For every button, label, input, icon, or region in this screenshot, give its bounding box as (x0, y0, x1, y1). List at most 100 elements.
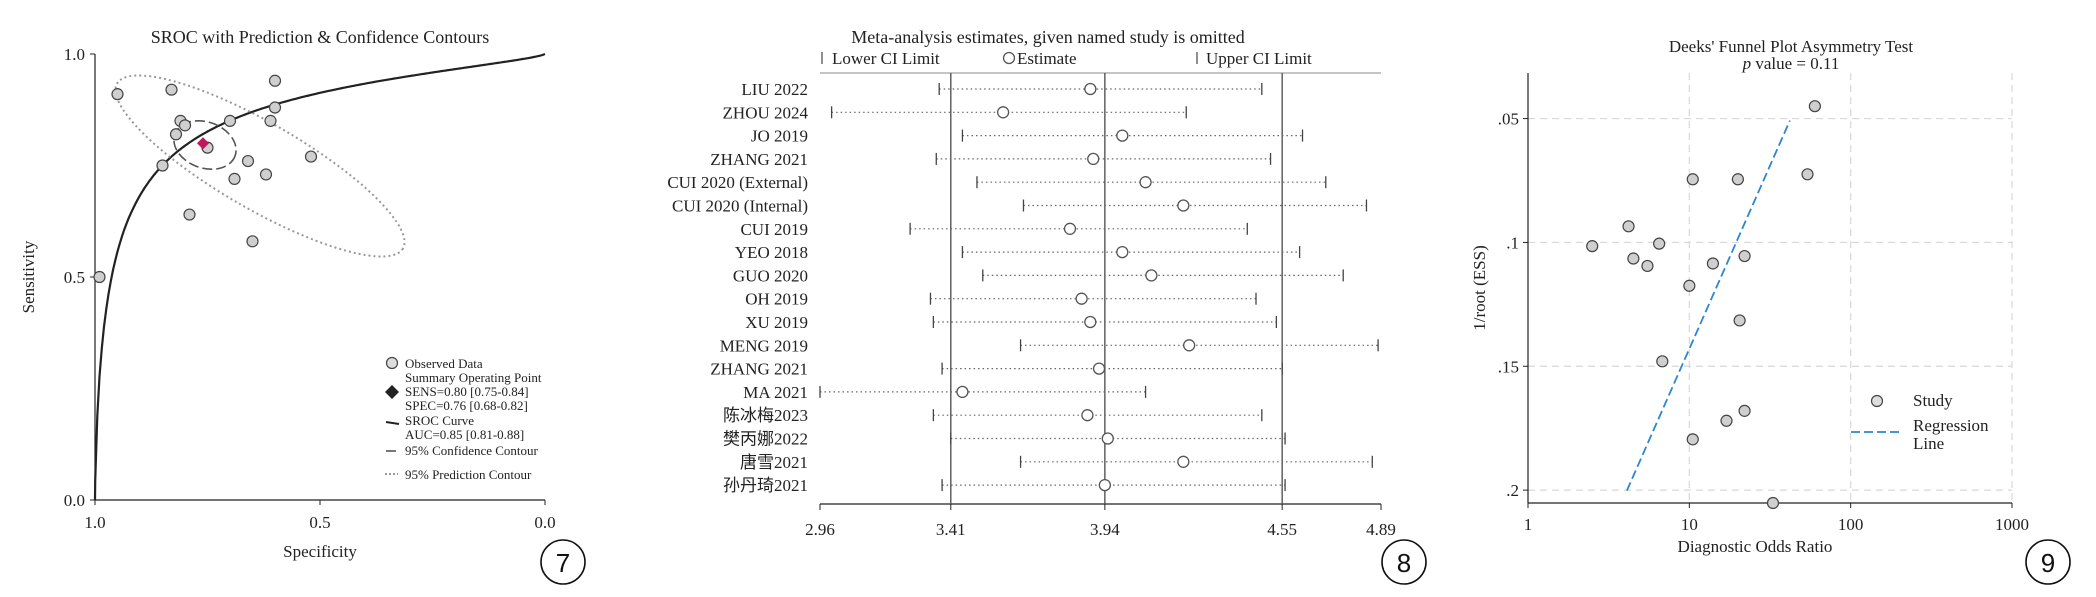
study-point (1683, 279, 1696, 292)
deeks-subtitle-p: p (1742, 54, 1752, 73)
observed-data-point (111, 88, 124, 101)
study-estimate (1098, 478, 1112, 492)
observed-data-point (259, 168, 273, 181)
observed-data-point (93, 270, 106, 284)
summary-operating-point (197, 137, 209, 150)
study-label: CUI 2020 (Internal) (672, 197, 808, 216)
study-label: LIU 2022 (741, 80, 808, 99)
badge-7: 7 (556, 548, 570, 578)
observed-data-point (268, 74, 282, 87)
forest-ticks: 2.96 3.41 3.94 4.55 4.89 (805, 504, 1396, 539)
legend-summary-marker (385, 385, 399, 399)
deeks-subtitle: p value = 0.11 (1742, 54, 1840, 73)
observed-data-point (165, 83, 178, 96)
legend-study-marker (1870, 394, 1884, 408)
study-point (1766, 496, 1780, 510)
badge-circle-9 (2025, 539, 2071, 585)
study-point (1731, 173, 1744, 186)
study-point (1656, 355, 1669, 368)
study-point (1686, 433, 1699, 446)
deeks-x-tick-label: 100 (1838, 515, 1864, 534)
study-estimate (1101, 432, 1114, 445)
sroc-curve (93, 52, 546, 501)
study-estimate (1116, 129, 1129, 142)
legend-spec-label: SPEC=0.76 [0.68-0.82] (405, 398, 528, 413)
sroc-x-tick-label: 0.5 (309, 513, 330, 532)
study-point (1641, 259, 1654, 273)
study-estimate (1084, 315, 1097, 329)
forest-legend: Lower CI Limit Estimate Upper CI Limit (821, 49, 1312, 68)
sroc-y-tick-label: 1.0 (64, 45, 85, 64)
forest-title: Meta-analysis estimates, given named stu… (851, 27, 1244, 47)
forest-x-tick-label: 3.94 (1090, 520, 1120, 539)
study-label: MENG 2019 (720, 336, 808, 355)
study-label: ZHANG 2021 (710, 150, 808, 169)
study-estimate (996, 106, 1010, 119)
observed-data-point (223, 114, 237, 128)
observed-data-point (156, 159, 169, 172)
deeks-panel: Deeks' Funnel Plot Asymmetry Test p valu… (1470, 37, 2071, 585)
study-label: MA 2021 (743, 383, 808, 402)
deeks-legend: Study Regression Line (1851, 391, 1989, 453)
sroc-y-label: Sensitivity (19, 240, 38, 313)
deeks-x-label: Diagnostic Odds Ratio (1678, 537, 1833, 556)
badge-circle-7 (540, 539, 586, 585)
deeks-x-tick-label: 10 (1681, 515, 1698, 534)
study-estimate (1139, 176, 1152, 189)
study-label: 樊丙娜2022 (723, 430, 808, 449)
deeks-points (1586, 100, 1821, 510)
regression-line (1626, 120, 1791, 491)
prediction-contour (114, 74, 406, 258)
deeks-ticks: 1 10 100 1000 .05 .1 .15 .2 (1498, 110, 2029, 534)
deeks-y-tick-label: .2 (1506, 481, 1519, 500)
legend-study-label: Study (1913, 391, 1953, 410)
study-estimate (956, 385, 969, 399)
study-label: ZHANG 2021 (710, 360, 808, 379)
legend-estimate-label: Estimate (1017, 49, 1076, 68)
study-estimate (1075, 292, 1088, 305)
legend-estimate-marker (1002, 51, 1016, 65)
study-point (1720, 414, 1733, 427)
study-estimate (1183, 339, 1196, 352)
legend-conf-label: 95% Confidence Contour (405, 443, 539, 458)
legend-regression-line-text: Line (1913, 434, 1944, 453)
study-point (1733, 314, 1746, 327)
forest-x-tick-label: 2.96 (805, 520, 835, 539)
sroc-x-tick-label: 1.0 (84, 513, 105, 532)
sroc-title: SROC with Prediction & Confidence Contou… (151, 27, 489, 47)
legend-sroc-marker (385, 421, 400, 425)
legend-observed-marker (385, 356, 399, 370)
study-point (1627, 252, 1640, 265)
observed-data-point (178, 119, 192, 132)
study-label: CUI 2020 (External) (667, 173, 808, 192)
study-label: CUI 2019 (740, 220, 808, 239)
legend-sroc-label: SROC Curve (405, 413, 474, 428)
study-point (1738, 249, 1751, 263)
forest-x-tick-label: 4.55 (1267, 520, 1297, 539)
sroc-panel: SROC with Prediction & Confidence Contou… (19, 27, 586, 585)
forest-x-tick-label: 3.41 (936, 520, 966, 539)
sroc-ticks: 1.0 0.5 0.0 0.0 0.5 1.0 (64, 45, 556, 532)
study-label: JO 2019 (751, 127, 808, 146)
study-estimate (1087, 152, 1100, 166)
study-label: GUO 2020 (733, 266, 808, 285)
study-label: XU 2019 (745, 313, 808, 332)
study-estimate (1063, 222, 1077, 235)
sensitivity-panel: Meta-analysis estimates, given named stu… (667, 27, 1427, 585)
deeks-x-tick-label: 1 (1524, 515, 1533, 534)
study-label: 孙丹琦2021 (723, 476, 808, 495)
study-label: ZHOU 2024 (723, 103, 809, 122)
legend-regression-line-text: Regression (1913, 416, 1989, 435)
forest-rows: LIU 2022 ZHOU 2024 JO 2019 ZHANG 2021 CUI 20… (667, 80, 1379, 495)
observed-data-point (241, 154, 255, 168)
observed-data-point (304, 150, 318, 163)
sroc-x-tick-label: 0.0 (534, 513, 555, 532)
deeks-y-tick-label: .15 (1498, 357, 1519, 376)
legend-upper-label: Upper CI Limit (1206, 49, 1312, 68)
study-point (1686, 173, 1699, 186)
legend-auc-label: AUC=0.85 [0.81-0.88] (405, 427, 524, 442)
study-estimate (1081, 409, 1094, 422)
study-point (1808, 100, 1821, 113)
study-point (1653, 237, 1666, 250)
